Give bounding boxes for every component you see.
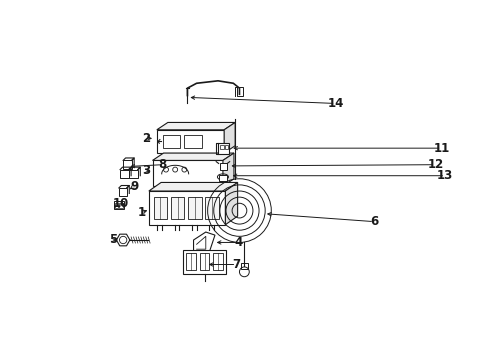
Bar: [184, 135, 201, 148]
Text: 2: 2: [142, 132, 150, 145]
Bar: [199, 253, 209, 270]
Bar: [119, 188, 127, 196]
Bar: [120, 170, 129, 178]
Text: 1: 1: [137, 206, 146, 219]
Bar: [237, 87, 243, 95]
Bar: [225, 145, 228, 149]
Bar: [115, 203, 118, 208]
Bar: [213, 253, 223, 270]
Bar: [154, 197, 167, 219]
Bar: [163, 135, 180, 148]
Text: 3: 3: [142, 164, 150, 177]
Bar: [188, 197, 201, 219]
Text: 12: 12: [427, 158, 443, 171]
Polygon shape: [157, 122, 235, 130]
Text: 10: 10: [113, 197, 129, 210]
Text: 8: 8: [158, 158, 167, 171]
Bar: [120, 203, 122, 208]
Bar: [218, 143, 229, 154]
Text: 14: 14: [327, 97, 344, 110]
Polygon shape: [224, 122, 235, 153]
Polygon shape: [152, 153, 234, 161]
Bar: [205, 197, 219, 219]
Bar: [129, 170, 138, 178]
Text: 13: 13: [437, 169, 453, 182]
Bar: [186, 253, 196, 270]
Bar: [183, 250, 226, 274]
Text: 4: 4: [234, 236, 243, 249]
Bar: [171, 197, 184, 219]
Polygon shape: [223, 153, 234, 186]
Polygon shape: [157, 130, 224, 153]
Polygon shape: [152, 161, 223, 186]
Text: 9: 9: [130, 180, 138, 193]
Polygon shape: [149, 191, 225, 225]
Bar: [220, 163, 227, 170]
Text: 6: 6: [370, 215, 378, 228]
Polygon shape: [225, 183, 238, 225]
Bar: [220, 145, 223, 149]
Text: 11: 11: [433, 142, 450, 155]
Text: 7: 7: [232, 258, 241, 271]
Polygon shape: [149, 183, 238, 191]
Bar: [123, 161, 132, 169]
Text: 5: 5: [109, 234, 117, 247]
Bar: [114, 202, 124, 210]
Bar: [219, 175, 227, 181]
Bar: [241, 263, 248, 269]
